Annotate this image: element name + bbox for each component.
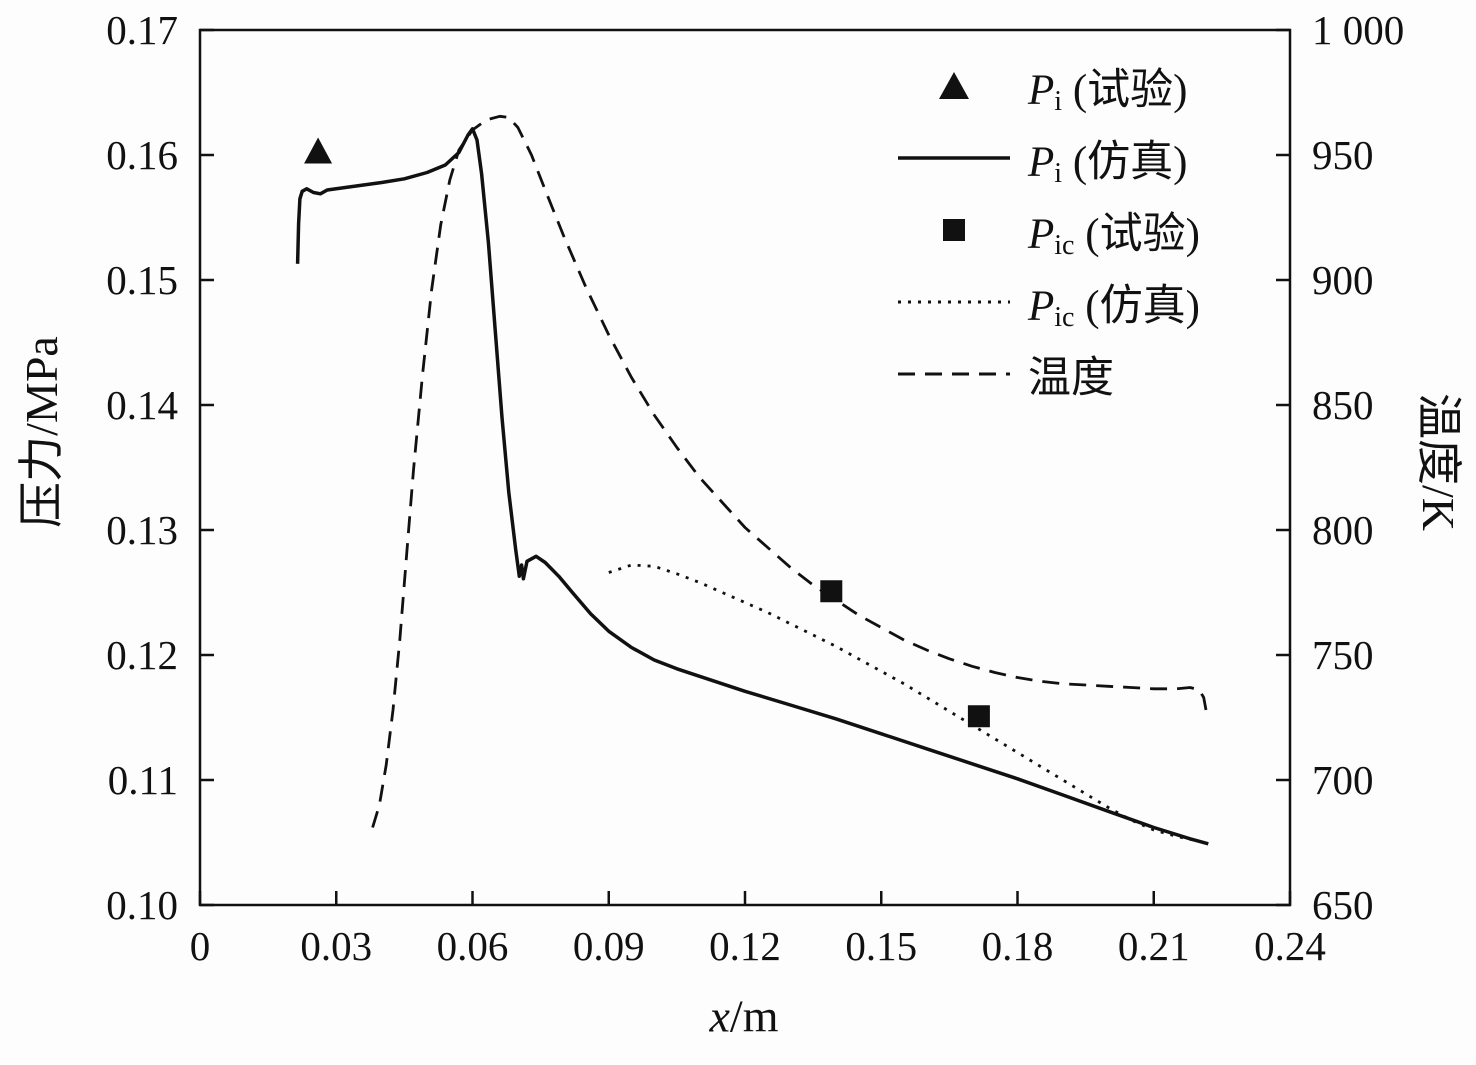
legend-label: Pic (仿真) [1028, 283, 1200, 333]
legend-item-pi-simulation: Pi (仿真) [890, 122, 1200, 194]
y-left-tick-label: 0.12 [106, 632, 178, 678]
y-left-tick-label: 0.10 [106, 882, 178, 928]
pi-experiment-points [304, 137, 333, 164]
x-tick-label: 0.03 [300, 923, 372, 969]
dotted-line-icon [890, 284, 1018, 320]
y-right-tick-label: 800 [1312, 507, 1374, 553]
legend-label: Pi (试验) [1028, 67, 1188, 117]
y-left-tick-label: 0.16 [106, 132, 178, 178]
x-axis-label-unit: /m [729, 990, 779, 1042]
legend: Pi (试验) Pi (仿真) Pic (试验) Pic (仿真) 温度 [890, 50, 1200, 410]
x-tick-label: 0.09 [573, 923, 645, 969]
pic-simulation-line [608, 563, 1200, 843]
legend-label: Pi (仿真) [1028, 139, 1188, 189]
legend-item-pi-experiment: Pi (试验) [890, 50, 1200, 122]
pic-experiment-points [967, 705, 990, 728]
x-tick-label: 0.24 [1254, 923, 1326, 969]
y-right-tick-label: 750 [1312, 632, 1374, 678]
x-tick-label: 0.18 [982, 923, 1054, 969]
y-left-tick-label: 0.13 [106, 507, 178, 553]
y-left-tick-label: 0.11 [108, 757, 178, 803]
legend-item-pic-simulation: Pic (仿真) [890, 266, 1200, 338]
x-axis-label-variable: x [709, 990, 730, 1042]
y-right-tick-label: 700 [1312, 757, 1374, 803]
x-tick-label: 0.21 [1118, 923, 1190, 969]
y-right-tick-label: 1 000 [1312, 7, 1404, 53]
y-left-tick-label: 0.14 [106, 382, 178, 428]
x-tick-label: 0.15 [845, 923, 917, 969]
solid-line-icon [890, 140, 1018, 176]
legend-item-pic-experiment: Pic (试验) [890, 194, 1200, 266]
triangle-marker-icon [890, 68, 1018, 104]
x-tick-label: 0.06 [437, 923, 509, 969]
legend-label: 温度 [1028, 355, 1114, 402]
y-right-tick-label: 900 [1312, 257, 1374, 303]
x-axis-label: x/m [710, 990, 779, 1043]
y-left-tick-label: 0.15 [106, 257, 178, 303]
temperature-line [371, 114, 1208, 828]
y-right-tick-label: 650 [1312, 882, 1374, 928]
y-axis-label-left: 压力/MPa [16, 336, 67, 528]
pic-experiment-points [820, 580, 843, 603]
y-axis-label-right: 温度/K [1413, 393, 1464, 531]
square-marker-icon [890, 212, 1018, 248]
pi-simulation-line [295, 127, 1209, 846]
dashed-line-icon [890, 356, 1018, 392]
x-tick-label: 0 [190, 923, 211, 969]
legend-item-temperature: 温度 [890, 338, 1200, 410]
x-tick-label: 0.12 [709, 923, 781, 969]
y-right-tick-label: 950 [1312, 132, 1374, 178]
y-left-tick-label: 0.17 [106, 7, 178, 53]
y-right-tick-label: 850 [1312, 382, 1374, 428]
legend-label: Pic (试验) [1028, 211, 1200, 261]
